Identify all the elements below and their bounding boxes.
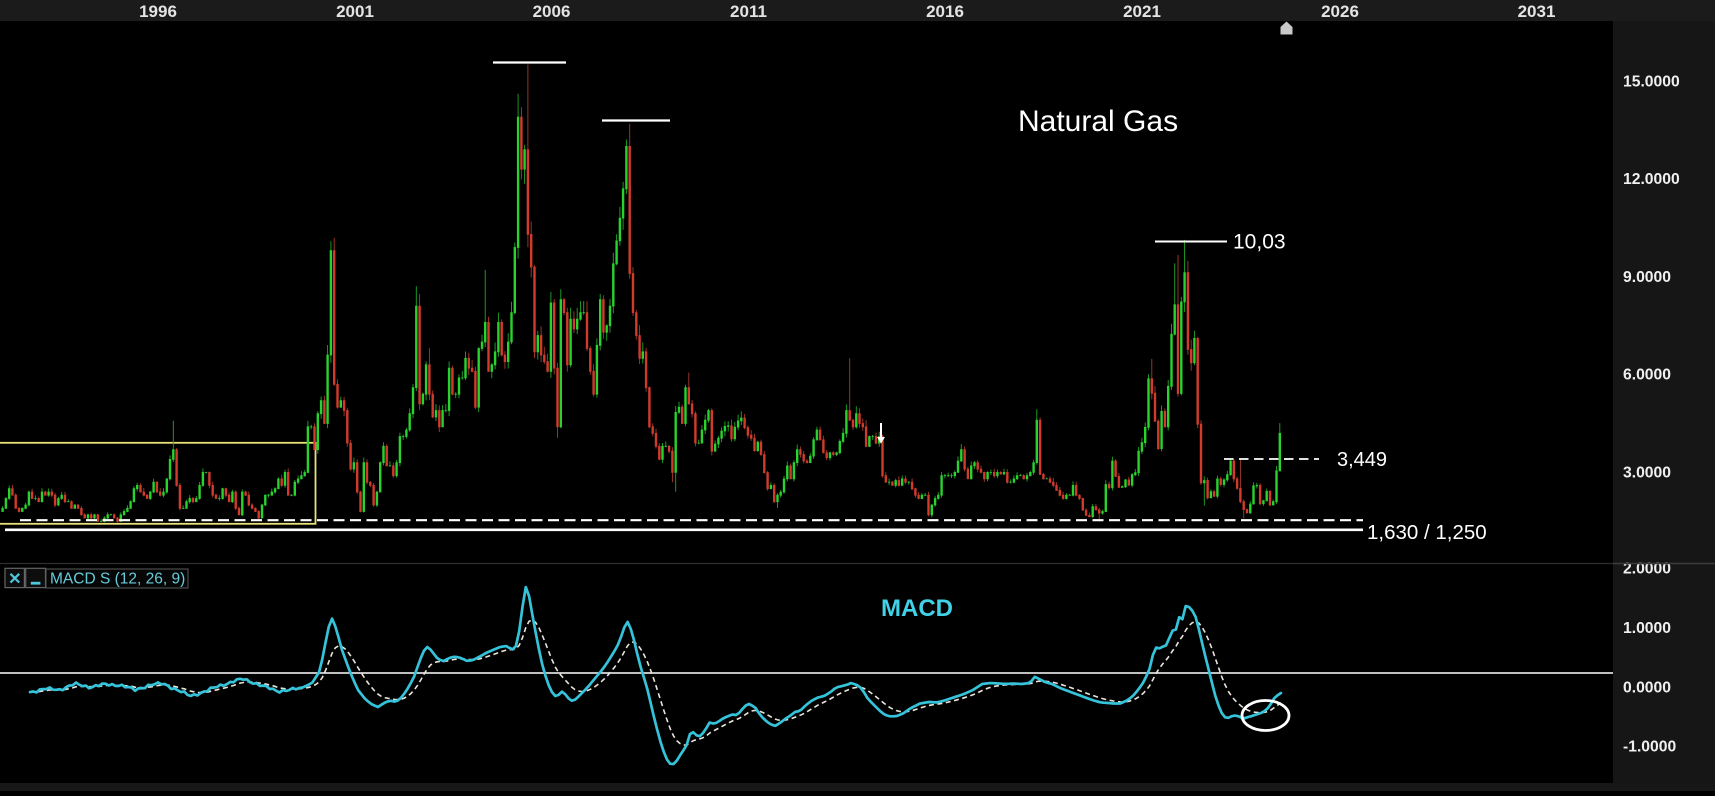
- svg-text:1,630 / 1,250: 1,630 / 1,250: [1367, 521, 1487, 544]
- svg-text:2006: 2006: [533, 2, 571, 21]
- svg-text:-1.0000: -1.0000: [1623, 739, 1676, 756]
- svg-text:15.0000: 15.0000: [1623, 73, 1680, 90]
- svg-text:2026: 2026: [1321, 2, 1359, 21]
- svg-text:2021: 2021: [1123, 2, 1161, 21]
- svg-text:2031: 2031: [1518, 2, 1556, 21]
- svg-text:Natural Gas: Natural Gas: [1018, 105, 1178, 138]
- svg-text:MACD: MACD: [881, 595, 953, 622]
- svg-text:3.0000: 3.0000: [1623, 465, 1671, 482]
- svg-text:MACD S (12, 26, 9): MACD S (12, 26, 9): [50, 571, 185, 588]
- svg-text:1996: 1996: [139, 2, 177, 21]
- svg-text:10,03: 10,03: [1233, 231, 1286, 254]
- svg-text:2.0000: 2.0000: [1623, 561, 1671, 578]
- svg-text:9.0000: 9.0000: [1623, 269, 1671, 286]
- svg-text:0.0000: 0.0000: [1623, 680, 1671, 697]
- svg-text:1.0000: 1.0000: [1623, 620, 1671, 637]
- svg-text:3,449: 3,449: [1337, 449, 1387, 471]
- svg-text:12.0000: 12.0000: [1623, 171, 1680, 188]
- svg-text:6.0000: 6.0000: [1623, 367, 1671, 384]
- svg-text:2001: 2001: [336, 2, 374, 21]
- svg-text:✕: ✕: [8, 571, 21, 588]
- svg-text:2011: 2011: [730, 2, 767, 21]
- svg-text:2016: 2016: [926, 2, 964, 21]
